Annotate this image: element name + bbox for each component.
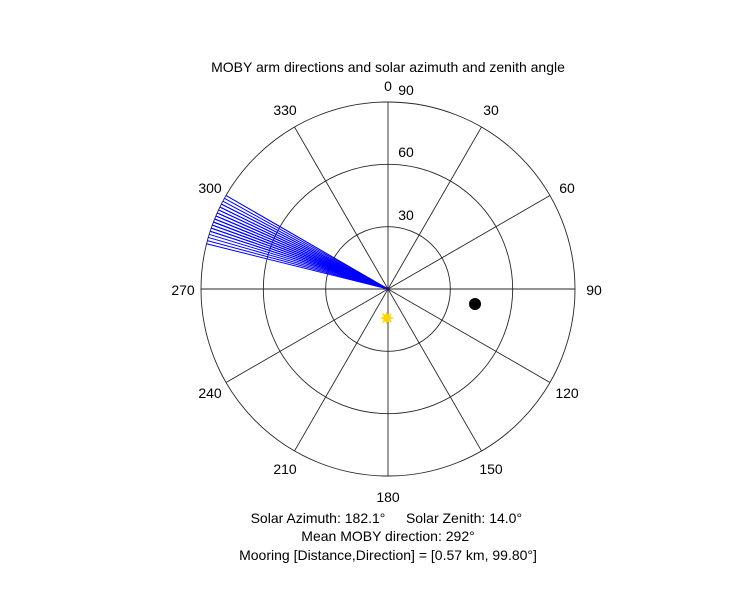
theta-tick-300: 300 [198,180,222,196]
solar-azimuth-label: Solar Azimuth: 182.1° [251,510,386,526]
moby-arm-lines [206,195,389,290]
theta-tick-150: 150 [479,461,503,477]
theta-tick-210: 210 [273,461,297,477]
moby-arm-line-29 [221,203,389,290]
theta-tick-30: 30 [483,102,499,118]
moby-arm-line-1 [207,240,389,290]
solar-zenith-label: Solar Zenith: 14.0° [406,510,522,526]
theta-tick-270: 270 [171,282,195,298]
moby-arm-line-30 [222,200,389,290]
tick-labels: 0 30 60 90 120 150 180 210 240 270 300 330 30 60 90 [171,78,602,505]
r-tick-90: 90 [398,82,414,98]
mooring-label: Mooring [Distance,Direction] = [0.57 km,… [239,547,537,563]
r-tick-30: 30 [398,207,414,223]
theta-tick-60: 60 [559,180,575,196]
theta-tick-330: 330 [273,102,297,118]
moby-arm-line-5 [209,230,389,290]
moby-arm-line-20 [215,215,389,290]
moby-arm-line-32 [225,195,389,290]
theta-tick-0: 0 [384,78,392,94]
marker-points [380,298,482,325]
moby-arm-line-13 [213,221,389,290]
moby-arm-line-3 [209,233,389,290]
mean-moby-direction-label: Mean MOBY direction: 292° [301,528,474,544]
moby-arm-line-31 [224,197,389,290]
theta-tick-240: 240 [198,385,222,401]
moby-arm-line-0 [206,243,389,290]
r-tick-60: 60 [398,144,414,160]
moby-arm-line-17 [214,218,389,290]
moby-arm-line-27 [219,206,389,290]
moby-arm-line-7 [211,227,389,290]
theta-tick-120: 120 [555,385,579,401]
chart-title: MOBY arm directions and solar azimuth an… [211,59,565,75]
sun-point [380,312,393,325]
theta-tick-180: 180 [376,489,400,505]
moby-arm-line-2 [208,236,389,290]
moby-arm-line-10 [212,224,389,290]
theta-tick-90: 90 [586,282,602,298]
moby-arm-line-25 [218,209,389,290]
mooring-point [469,298,482,311]
moby-arm-line-23 [216,212,389,290]
